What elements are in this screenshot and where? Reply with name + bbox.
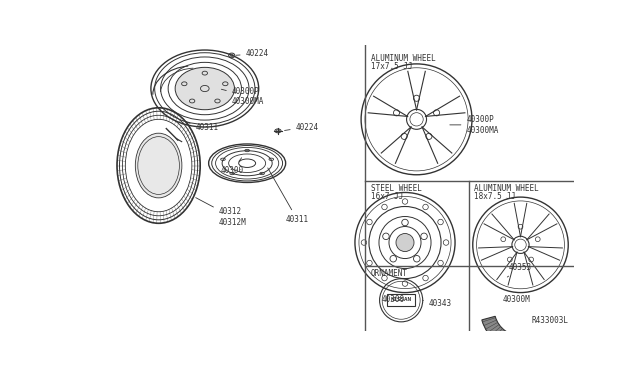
Text: ALUMINUM WHEEL: ALUMINUM WHEEL xyxy=(474,184,539,193)
Text: 40300P
40300MA: 40300P 40300MA xyxy=(450,115,499,135)
Text: 16x7 JJ: 16x7 JJ xyxy=(371,192,403,201)
Ellipse shape xyxy=(135,133,182,198)
Text: 40300P
40300MA: 40300P 40300MA xyxy=(221,87,264,106)
Ellipse shape xyxy=(175,67,234,110)
Text: 40224: 40224 xyxy=(285,122,319,132)
Text: 40300: 40300 xyxy=(220,158,243,176)
Text: 40311: 40311 xyxy=(268,168,308,224)
Wedge shape xyxy=(482,316,524,350)
Text: 40312
40312M: 40312 40312M xyxy=(196,198,246,227)
Text: STEEL WHEEL: STEEL WHEEL xyxy=(371,184,422,193)
Text: R433003L: R433003L xyxy=(531,316,568,325)
Text: NISSAN: NISSAN xyxy=(390,297,412,302)
Text: ORNAMENT: ORNAMENT xyxy=(371,269,408,278)
Text: 40300M: 40300M xyxy=(503,295,531,304)
Text: 40353: 40353 xyxy=(508,263,532,277)
Text: 17x7.5 JJ: 17x7.5 JJ xyxy=(371,62,413,71)
Text: 40343: 40343 xyxy=(422,299,452,308)
Circle shape xyxy=(396,234,414,251)
Text: 40224: 40224 xyxy=(236,49,269,58)
Text: 40300: 40300 xyxy=(382,295,405,304)
Text: ALUMINUM WHEEL: ALUMINUM WHEEL xyxy=(371,54,436,63)
Text: 40311: 40311 xyxy=(186,122,219,132)
Text: 18x7.5 JJ: 18x7.5 JJ xyxy=(474,192,516,201)
